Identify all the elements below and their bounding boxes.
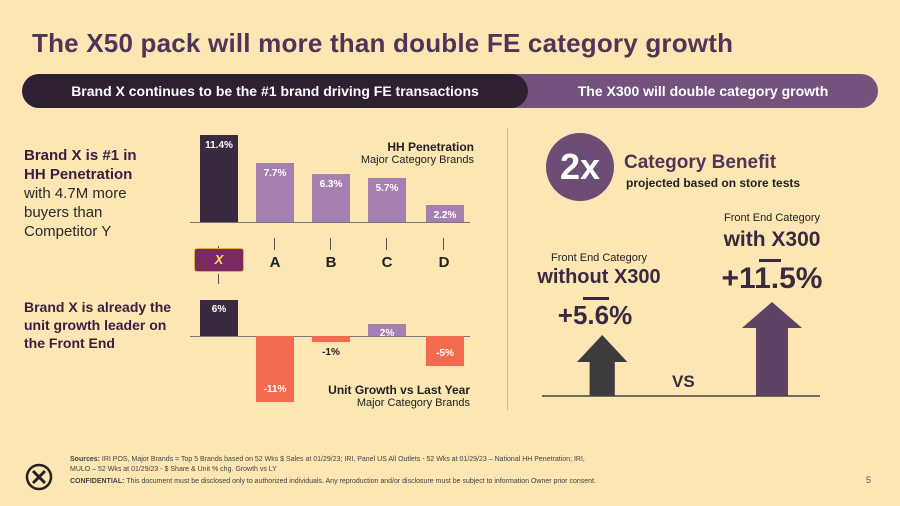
banner: Brand X continues to be the #1 brand dri… [22, 74, 878, 108]
confidential-label: CONFIDENTIAL: [70, 478, 125, 485]
unit-growth-label: -5% [436, 348, 454, 359]
tick [386, 238, 387, 250]
without-value: +5.6% [557, 300, 633, 330]
hh-bar: 5.7% [368, 178, 406, 222]
vs-label: VS [672, 372, 695, 391]
unit-growth-bar [426, 336, 464, 366]
category-a: A [269, 254, 281, 271]
unit-growth-label: 2% [379, 328, 395, 339]
page-title: The X50 pack will more than double FE ca… [32, 28, 734, 58]
unit-growth-label: -11% [263, 384, 287, 395]
hh-bar-label: 11.4% [205, 139, 233, 151]
unit-chart-legend: Unit Growth vs Last Year Major Category … [310, 383, 470, 409]
tick [330, 238, 331, 250]
benefit-subtitle: projected based on store tests [626, 176, 801, 190]
penetration-text: Brand X is #1 in HH Penetration with 4.7… [24, 146, 154, 241]
without-title: without X300 [537, 266, 661, 288]
product-label: X [214, 252, 224, 267]
with-title: with X300 [723, 228, 821, 251]
unit-growth-bold: Brand X is already the unit growth leade… [24, 299, 172, 351]
tick [443, 238, 444, 250]
large-arrow-icon [742, 302, 802, 396]
page-number: 5 [866, 475, 872, 485]
unit-growth-bar [368, 324, 406, 336]
hh-penetration-chart: 11.4% 7.7% 6.3% 5.7% 2.2% [190, 130, 480, 225]
hh-chart-title: HH Penetration [387, 140, 474, 154]
category-row: X A B C D [190, 238, 480, 284]
hh-bar: 6.3% [312, 173, 350, 222]
tick [274, 238, 275, 250]
brand-x-product-image: X [194, 248, 244, 272]
hh-bar-label: 6.3% [319, 178, 343, 190]
banner-right: The X300 will double category growth [577, 83, 829, 99]
hh-chart-legend: HH Penetration Major Category Brands [332, 140, 474, 166]
with-dash [759, 259, 781, 262]
comparison-arrows [542, 302, 820, 397]
unit-chart-subtitle: Major Category Brands [356, 397, 470, 409]
small-arrow-icon [577, 335, 628, 396]
category-d: D [438, 254, 450, 271]
unit-growth-bar [312, 336, 350, 342]
penetration-rest: with 4.7M more buyers than Competitor Y [24, 185, 127, 240]
unit-chart-title: Unit Growth vs Last Year [328, 383, 470, 397]
unit-growth-text: Brand X is already the unit growth leade… [24, 298, 174, 352]
with-value: +11.5% [721, 262, 823, 295]
unit-growth-bar [200, 300, 238, 336]
hh-bar-label: 5.7% [375, 183, 399, 195]
confidential-text: This document must be disclosed only to … [126, 478, 596, 485]
category-c: C [381, 254, 393, 271]
unit-growth-chart: 6% -11% -1% 2% -5% [190, 290, 480, 420]
footer-confidential: CONFIDENTIAL: This document must be disc… [70, 477, 770, 487]
hh-bar: 7.7% [256, 162, 294, 222]
benefit-title: Category Benefit [624, 152, 777, 173]
unit-growth-label: -1% [322, 347, 340, 358]
multiplier-badge: 2x [546, 133, 614, 201]
penetration-bold: Brand X is #1 in HH Penetration [24, 147, 137, 183]
footer-sources: Sources: IRI POS, Major Brands = Top 5 B… [70, 455, 590, 475]
with-label: Front End Category [724, 212, 820, 224]
hh-axis [190, 222, 470, 223]
section-divider [507, 128, 508, 410]
category-b: B [325, 254, 337, 271]
hh-bar-label: 7.7% [263, 167, 287, 179]
unit-growth-bar [256, 336, 294, 402]
banner-left: Brand X continues to be the #1 brand dri… [22, 74, 528, 108]
brand-logo [24, 462, 54, 492]
unit-growth-label: 6% [211, 304, 227, 315]
hh-chart-subtitle: Major Category Brands [360, 154, 474, 166]
hh-bar-label: 2.2% [433, 210, 457, 222]
without-dash [583, 297, 609, 300]
sources-text: IRI POS, Major Brands = Top 5 Brands bas… [70, 456, 585, 473]
hh-bar: 11.4% [200, 134, 238, 222]
without-label: Front End Category [551, 252, 647, 264]
sources-label: Sources: [70, 456, 100, 463]
hh-bar: 2.2% [426, 205, 464, 222]
tick [218, 274, 219, 284]
